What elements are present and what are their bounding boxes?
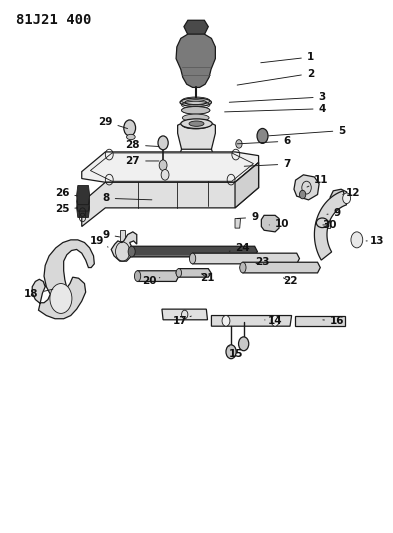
Polygon shape — [190, 253, 299, 264]
Ellipse shape — [182, 122, 209, 129]
Polygon shape — [211, 316, 292, 326]
Ellipse shape — [127, 134, 135, 140]
Ellipse shape — [189, 121, 204, 126]
Text: 81J21 400: 81J21 400 — [16, 13, 91, 27]
Polygon shape — [82, 163, 259, 227]
Polygon shape — [184, 20, 208, 35]
Text: 24: 24 — [229, 243, 250, 253]
Text: 2: 2 — [237, 69, 314, 85]
Text: 29: 29 — [98, 117, 128, 128]
Circle shape — [239, 337, 249, 351]
Polygon shape — [129, 246, 257, 257]
Polygon shape — [176, 34, 215, 87]
Circle shape — [226, 345, 236, 359]
Polygon shape — [330, 189, 347, 207]
Polygon shape — [77, 185, 90, 205]
Text: 28: 28 — [126, 140, 159, 150]
Text: 9: 9 — [237, 213, 258, 222]
Circle shape — [257, 128, 268, 143]
Text: 15: 15 — [229, 346, 243, 359]
Ellipse shape — [189, 253, 196, 264]
Text: 9: 9 — [103, 230, 120, 239]
Text: 23: 23 — [255, 257, 270, 267]
Polygon shape — [176, 269, 211, 277]
Text: 5: 5 — [269, 126, 345, 136]
Circle shape — [222, 316, 230, 326]
Circle shape — [351, 232, 363, 248]
Circle shape — [124, 120, 136, 136]
Text: 21: 21 — [200, 273, 215, 283]
Text: 13: 13 — [366, 236, 384, 246]
Polygon shape — [111, 232, 137, 261]
Polygon shape — [162, 309, 208, 320]
Text: 11: 11 — [307, 175, 329, 187]
Polygon shape — [261, 215, 279, 232]
Text: 22: 22 — [283, 277, 297, 286]
Text: 3: 3 — [230, 92, 326, 102]
Polygon shape — [325, 217, 330, 228]
Polygon shape — [294, 175, 319, 200]
Text: 1: 1 — [261, 52, 314, 63]
Text: 16: 16 — [323, 316, 344, 326]
Text: 18: 18 — [24, 289, 53, 299]
Polygon shape — [32, 240, 94, 319]
Text: 25: 25 — [55, 204, 77, 214]
Polygon shape — [178, 124, 215, 149]
Text: 14: 14 — [265, 316, 283, 326]
Circle shape — [159, 160, 167, 171]
Polygon shape — [77, 192, 90, 211]
Circle shape — [50, 284, 72, 313]
Text: 27: 27 — [125, 156, 159, 166]
Text: 20: 20 — [142, 277, 160, 286]
Circle shape — [161, 169, 169, 180]
Text: 7: 7 — [244, 159, 290, 169]
Text: 6: 6 — [237, 136, 290, 146]
Circle shape — [299, 190, 306, 199]
Polygon shape — [295, 316, 345, 326]
Circle shape — [236, 140, 242, 148]
Polygon shape — [120, 230, 125, 241]
Text: 30: 30 — [322, 220, 336, 230]
Ellipse shape — [182, 107, 210, 114]
Text: 26: 26 — [55, 188, 77, 198]
Ellipse shape — [316, 218, 328, 228]
Polygon shape — [77, 198, 90, 217]
Text: 12: 12 — [343, 188, 360, 198]
Polygon shape — [314, 191, 347, 260]
Text: 9: 9 — [327, 208, 341, 218]
Polygon shape — [82, 152, 259, 182]
Text: 4: 4 — [225, 104, 326, 114]
Ellipse shape — [128, 246, 135, 257]
Ellipse shape — [240, 262, 246, 273]
Ellipse shape — [181, 119, 212, 128]
Ellipse shape — [182, 114, 209, 122]
Circle shape — [158, 136, 168, 150]
Ellipse shape — [176, 269, 182, 277]
Text: 19: 19 — [90, 236, 108, 247]
Ellipse shape — [180, 98, 211, 107]
Circle shape — [343, 193, 351, 204]
Polygon shape — [235, 163, 259, 208]
Text: 8: 8 — [103, 193, 152, 203]
Ellipse shape — [134, 271, 141, 281]
Polygon shape — [135, 271, 179, 281]
Text: 17: 17 — [173, 316, 191, 326]
Polygon shape — [240, 262, 320, 273]
Polygon shape — [235, 219, 241, 228]
Circle shape — [271, 316, 279, 326]
Text: 10: 10 — [269, 219, 289, 229]
